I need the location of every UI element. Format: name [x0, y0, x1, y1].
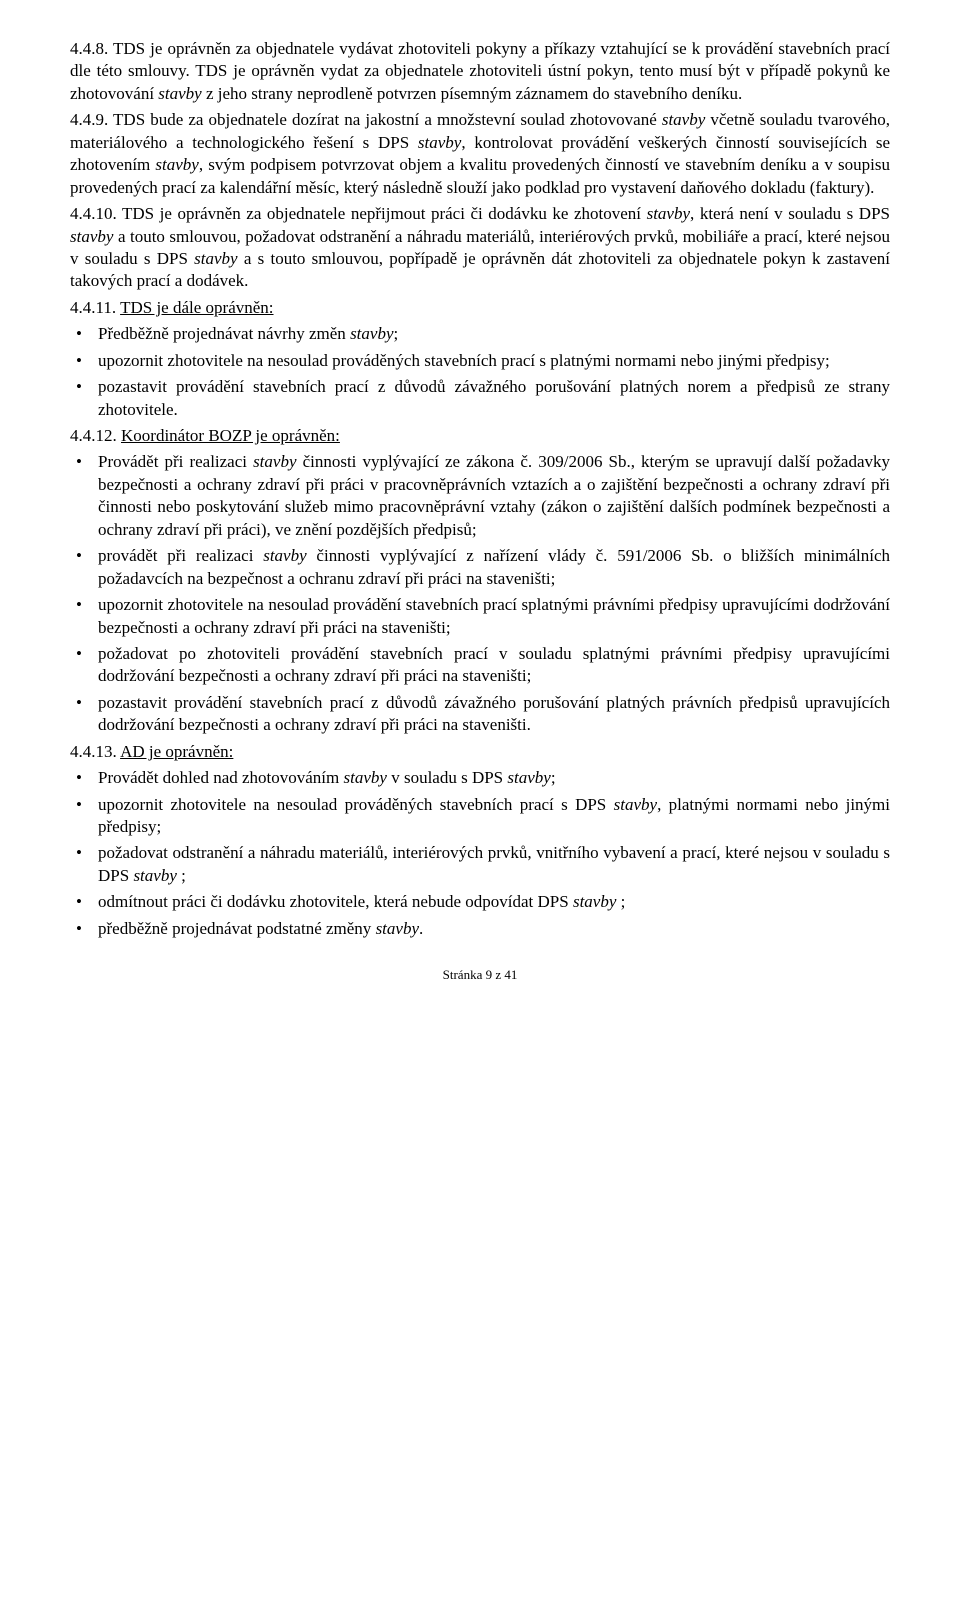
clause-number: 4.4.11. — [70, 298, 116, 317]
clause-number: 4.4.12. — [70, 426, 117, 445]
clause-number: 4.4.9. — [70, 110, 108, 129]
list-item: pozastavit provádění stavebních prací z … — [70, 376, 890, 421]
list-item: Předběžně projednávat návrhy změn stavby… — [70, 323, 890, 345]
item-text: pozastavit provádění stavebních prací z … — [98, 693, 890, 734]
list-item: Provádět při realizaci stavby činnosti v… — [70, 451, 890, 541]
clause-text: , která není v souladu s DPS — [690, 204, 890, 223]
clause-heading: Koordinátor BOZP je oprávněn: — [121, 426, 340, 445]
item-text: ; — [616, 892, 625, 911]
item-text: požadovat odstranění a náhradu materiálů… — [98, 843, 890, 884]
italic-term: stavby — [614, 795, 657, 814]
item-text: předběžně projednávat podstatné změny — [98, 919, 376, 938]
clause-4-4-9: 4.4.9. TDS bude za objednatele dozírat n… — [70, 109, 890, 199]
clause-4-4-11-list: Předběžně projednávat návrhy změn stavby… — [70, 323, 890, 421]
item-text: odmítnout práci či dodávku zhotovitele, … — [98, 892, 573, 911]
clause-4-4-8: 4.4.8. TDS je oprávněn za objednatele vy… — [70, 38, 890, 105]
item-text: Předběžně projednávat návrhy změn — [98, 324, 350, 343]
italic-term: stavby — [133, 866, 176, 885]
clause-text: TDS je oprávněn za objednatele nepřijmou… — [122, 204, 647, 223]
item-text: . — [419, 919, 423, 938]
clause-4-4-13-list: Provádět dohled nad zhotovováním stavby … — [70, 767, 890, 940]
clause-number: 4.4.10. — [70, 204, 117, 223]
italic-term: stavby — [573, 892, 616, 911]
list-item: upozornit zhotovitele na nesoulad provád… — [70, 794, 890, 839]
italic-term: stavby — [158, 84, 201, 103]
italic-term: stavby — [194, 249, 237, 268]
page-footer: Stránka 9 z 41 — [70, 966, 890, 983]
italic-term: stavby — [376, 919, 419, 938]
clause-text: z jeho strany neprodleně potvrzen písemn… — [202, 84, 743, 103]
clause-4-4-11-heading: 4.4.11. TDS je dále oprávněn: — [70, 297, 890, 319]
clause-4-4-12-list: Provádět při realizaci stavby činnosti v… — [70, 451, 890, 736]
item-text: provádět při realizaci — [98, 546, 263, 565]
item-text: požadovat po zhotoviteli provádění stave… — [98, 644, 890, 685]
italic-term: stavby — [344, 768, 387, 787]
list-item: požadovat odstranění a náhradu materiálů… — [70, 842, 890, 887]
item-text: ; — [177, 866, 186, 885]
italic-term: stavby — [350, 324, 393, 343]
clause-4-4-10: 4.4.10. TDS je oprávněn za objednatele n… — [70, 203, 890, 293]
italic-term: stavby — [155, 155, 198, 174]
document-body: 4.4.8. TDS je oprávněn za objednatele vy… — [70, 38, 890, 983]
item-text: v souladu s DPS — [387, 768, 507, 787]
clause-text: TDS bude za objednatele dozírat na jakos… — [113, 110, 662, 129]
clause-heading: TDS je dále oprávněn: — [120, 298, 273, 317]
item-text: pozastavit provádění stavebních prací z … — [98, 377, 890, 418]
item-text: Provádět dohled nad zhotovováním — [98, 768, 344, 787]
list-item: provádět při realizaci stavby činnosti v… — [70, 545, 890, 590]
italic-term: stavby — [507, 768, 550, 787]
list-item: požadovat po zhotoviteli provádění stave… — [70, 643, 890, 688]
list-item: upozornit zhotovitele na nesoulad provád… — [70, 350, 890, 372]
clause-number: 4.4.8. — [70, 39, 108, 58]
italic-term: stavby — [418, 133, 461, 152]
italic-term: stavby — [647, 204, 690, 223]
italic-term: stavby — [263, 546, 306, 565]
list-item: upozornit zhotovitele na nesoulad provád… — [70, 594, 890, 639]
item-text: ; — [551, 768, 556, 787]
clause-number: 4.4.13. — [70, 742, 117, 761]
item-text: ; — [394, 324, 399, 343]
item-text: upozornit zhotovitele na nesoulad provád… — [98, 351, 830, 370]
italic-term: stavby — [662, 110, 705, 129]
list-item: Provádět dohled nad zhotovováním stavby … — [70, 767, 890, 789]
item-text: Provádět při realizaci — [98, 452, 253, 471]
clause-4-4-12-heading: 4.4.12. Koordinátor BOZP je oprávněn: — [70, 425, 890, 447]
italic-term: stavby — [253, 452, 296, 471]
list-item: předběžně projednávat podstatné změny st… — [70, 918, 890, 940]
list-item: pozastavit provádění stavebních prací z … — [70, 692, 890, 737]
item-text: upozornit zhotovitele na nesoulad provád… — [98, 595, 890, 636]
clause-heading: AD je oprávněn: — [120, 742, 233, 761]
list-item: odmítnout práci či dodávku zhotovitele, … — [70, 891, 890, 913]
clause-4-4-13-heading: 4.4.13. AD je oprávněn: — [70, 741, 890, 763]
italic-term: stavby — [70, 227, 113, 246]
item-text: upozornit zhotovitele na nesoulad provád… — [98, 795, 614, 814]
